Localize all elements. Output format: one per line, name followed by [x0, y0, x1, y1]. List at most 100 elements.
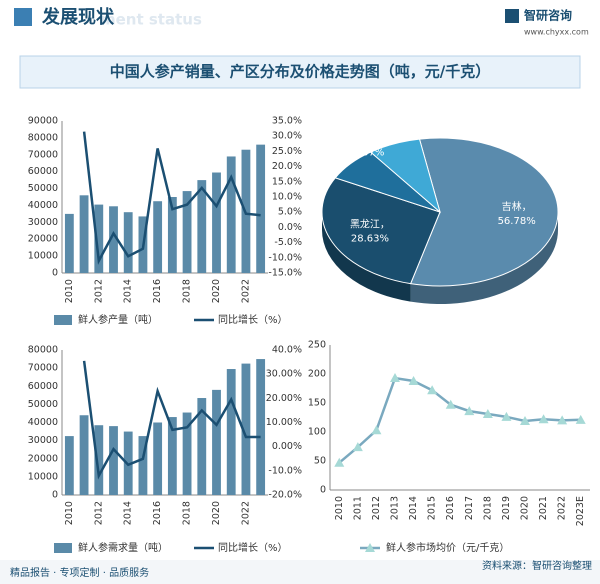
bar: [123, 212, 133, 273]
x-tick-label: 2020: [211, 501, 222, 525]
pie-label: 黑龙江，: [350, 218, 390, 231]
x-tick-label: 2020: [211, 279, 222, 303]
y-tick-label: 50000: [28, 183, 58, 194]
bar: [167, 197, 177, 273]
y-tick-label: 20000: [28, 234, 58, 245]
legend-swatch: [54, 315, 72, 325]
marker: [520, 415, 530, 425]
y2-tick-label: 30.00%: [266, 369, 302, 380]
x-tick-label: 2012: [371, 496, 382, 520]
x-tick-label: 2014: [408, 496, 419, 520]
y2-tick-label: 10.0%: [272, 192, 302, 203]
bar: [212, 389, 221, 495]
legend-label: 鲜人参需求量（吨）: [78, 541, 168, 554]
brand: 智研咨询: [523, 8, 572, 23]
footer-source: 资料来源：智研咨询整理: [482, 559, 592, 572]
y-tick-label: 70000: [28, 363, 58, 374]
bar: [241, 363, 251, 495]
bar: [79, 415, 89, 495]
marker: [408, 375, 419, 385]
legend-label: 鲜人参市场均价（元/千克）: [386, 541, 509, 554]
pie-slice: [321, 177, 441, 285]
x-tick-label: 2021: [538, 496, 549, 520]
header-subtitle: ment status: [100, 11, 202, 29]
bar: [197, 398, 207, 495]
x-tick-label: 2013: [390, 496, 401, 520]
x-tick-label: 2014: [123, 501, 134, 525]
line: [82, 360, 261, 480]
y-tick-label: 20000: [28, 453, 58, 464]
y-tick-label: 60000: [28, 381, 58, 392]
legend-label: 鲜人参产量（吨）: [78, 313, 158, 326]
pie-side: [322, 212, 411, 302]
bar: [256, 359, 266, 495]
legend-swatch: [54, 543, 72, 553]
footer-left: 精品报告 · 专项定制 · 品质服务: [10, 566, 149, 579]
header-icon: [14, 8, 32, 26]
pie-value-label: 56.78%: [498, 216, 536, 227]
marker: [371, 425, 382, 435]
y-tick-label: 0: [52, 490, 58, 501]
y-tick-label: 80000: [28, 345, 58, 356]
x-tick-label: 2012: [93, 501, 104, 525]
x-tick-label: 2014: [123, 279, 134, 303]
marker: [352, 442, 363, 452]
marker: [390, 373, 400, 383]
x-tick-label: 2017: [464, 496, 475, 520]
y2-tick-label: 0.00%: [272, 441, 302, 452]
marker: [334, 457, 345, 467]
x-tick-label: 2016: [152, 501, 163, 525]
y-tick-label: 50000: [28, 399, 58, 410]
bar: [226, 369, 236, 495]
bar: [79, 195, 89, 273]
y2-tick-label: 40.0%: [272, 345, 302, 356]
y2-tick-label: -20.0%: [268, 490, 302, 501]
y-tick-label: 30000: [28, 217, 58, 228]
line: [82, 131, 261, 265]
line: [338, 376, 581, 464]
marker: [538, 414, 549, 424]
bar: [64, 436, 74, 495]
pie-value-label: 7.21%: [387, 131, 419, 142]
y-tick-label: 40000: [28, 417, 58, 428]
pie-value-label: 28.63%: [351, 234, 389, 245]
brand-url: www.chyxx.com: [524, 28, 589, 37]
x-tick-label: 2010: [64, 279, 75, 303]
y-tick-label: 80000: [28, 132, 58, 143]
bar: [94, 204, 104, 273]
bar: [153, 201, 163, 273]
x-tick-label: 2022: [557, 496, 568, 520]
y-tick-label: 0: [52, 268, 58, 279]
bar: [197, 180, 207, 273]
bar: [182, 412, 192, 495]
pie-slice: [369, 138, 441, 214]
x-tick-label: 2019: [501, 496, 512, 520]
y-tick-label: 50: [314, 456, 326, 467]
marker: [557, 415, 568, 425]
y-tick-label: 10000: [28, 471, 58, 482]
legend-label: 同比增长（%）: [218, 541, 288, 554]
bar: [153, 422, 163, 495]
y-tick-label: 30000: [28, 435, 58, 446]
marker: [482, 409, 493, 419]
title-box: [19, 55, 581, 89]
marker: [575, 414, 586, 424]
x-tick-label: 2010: [64, 501, 75, 525]
bar: [182, 191, 192, 273]
legend-marker: [365, 543, 375, 552]
brand-logo: [505, 9, 519, 23]
marker: [427, 385, 438, 395]
y2-tick-label: -10.0%: [268, 252, 302, 263]
y2-tick-label: 20.0%: [272, 161, 302, 172]
x-tick-label: 2022: [240, 501, 251, 525]
y2-tick-label: 15.0%: [272, 176, 302, 187]
bar: [212, 172, 221, 273]
bar: [94, 425, 104, 495]
pie-value-label: 7.37%: [353, 147, 385, 158]
x-tick-label: 2012: [93, 279, 104, 303]
pie-slice: [409, 137, 559, 287]
bar: [138, 436, 148, 495]
bar: [109, 206, 118, 273]
x-tick-label: 2018: [182, 279, 193, 303]
